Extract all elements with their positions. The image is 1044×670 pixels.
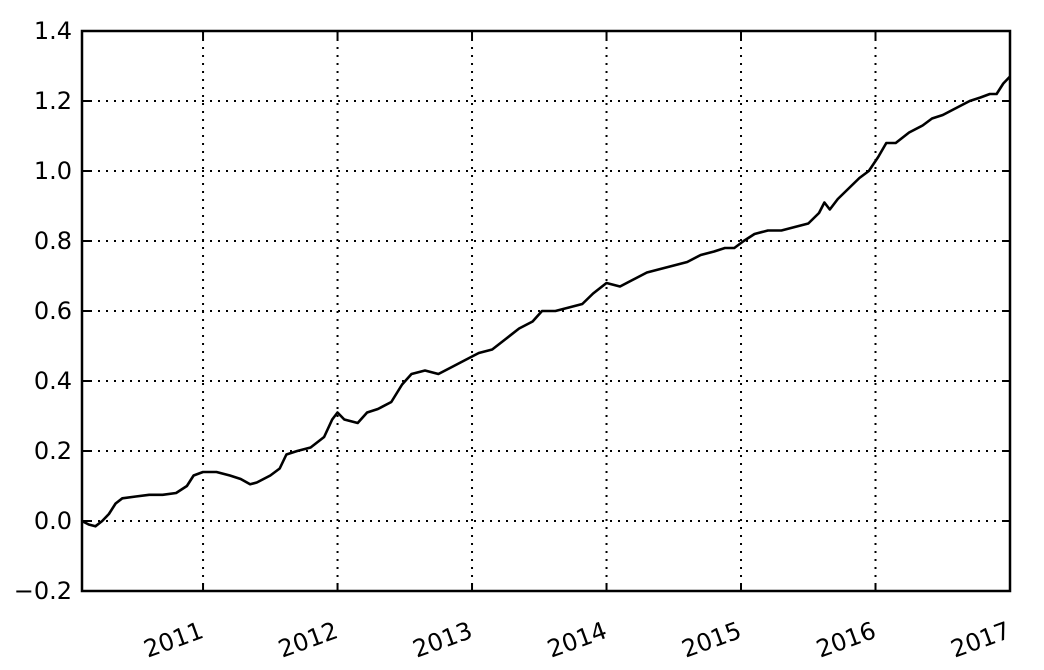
series-line (81, 75, 1011, 528)
x-tick-label: 2013 (409, 616, 476, 663)
x-tick-label: 2016 (813, 616, 880, 663)
y-tick-label: 0.8 (34, 227, 72, 255)
x-axis-ticks: 2011 2012 2013 2014 2015 2016 2017 (140, 31, 1014, 664)
y-tick-label: 0.6 (34, 297, 72, 325)
x-tick-label: 2017 (947, 616, 1014, 663)
x-tick-label: 2011 (140, 616, 207, 663)
y-tick-label: −0.2 (14, 577, 72, 605)
y-tick-label: 1.2 (34, 87, 72, 115)
x-tick-label: 2012 (275, 616, 342, 663)
y-axis-ticks: −0.2 0.0 0.2 0.4 0.6 0.8 1.0 1.2 1.4 (14, 17, 1010, 605)
x-tick-label: 2015 (678, 616, 745, 663)
series-layer (81, 75, 1011, 528)
y-tick-label: 0.2 (34, 437, 72, 465)
y-tick-label: 1.4 (34, 17, 72, 45)
y-tick-label: 0.0 (34, 507, 72, 535)
x-tick-label: 2014 (544, 616, 611, 663)
y-tick-label: 1.0 (34, 157, 72, 185)
y-tick-label: 0.4 (34, 367, 72, 395)
